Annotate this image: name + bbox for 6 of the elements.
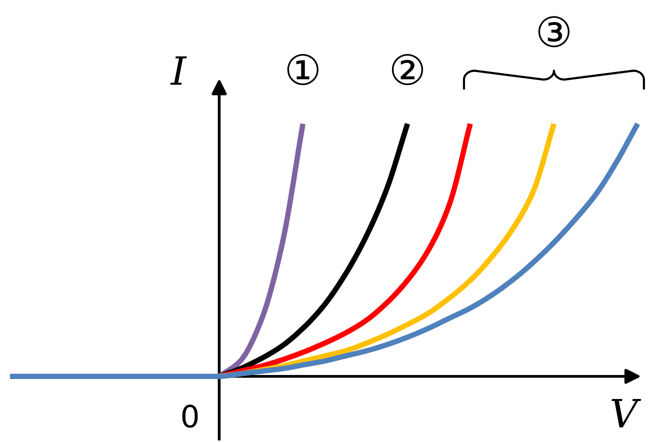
text: ①	[287, 54, 318, 86]
text: ③	[538, 16, 570, 48]
text: 0	[182, 404, 198, 428]
text: ②	[392, 54, 424, 86]
x-axis-title: V	[612, 398, 642, 428]
y-axis-title: I	[170, 56, 187, 85]
